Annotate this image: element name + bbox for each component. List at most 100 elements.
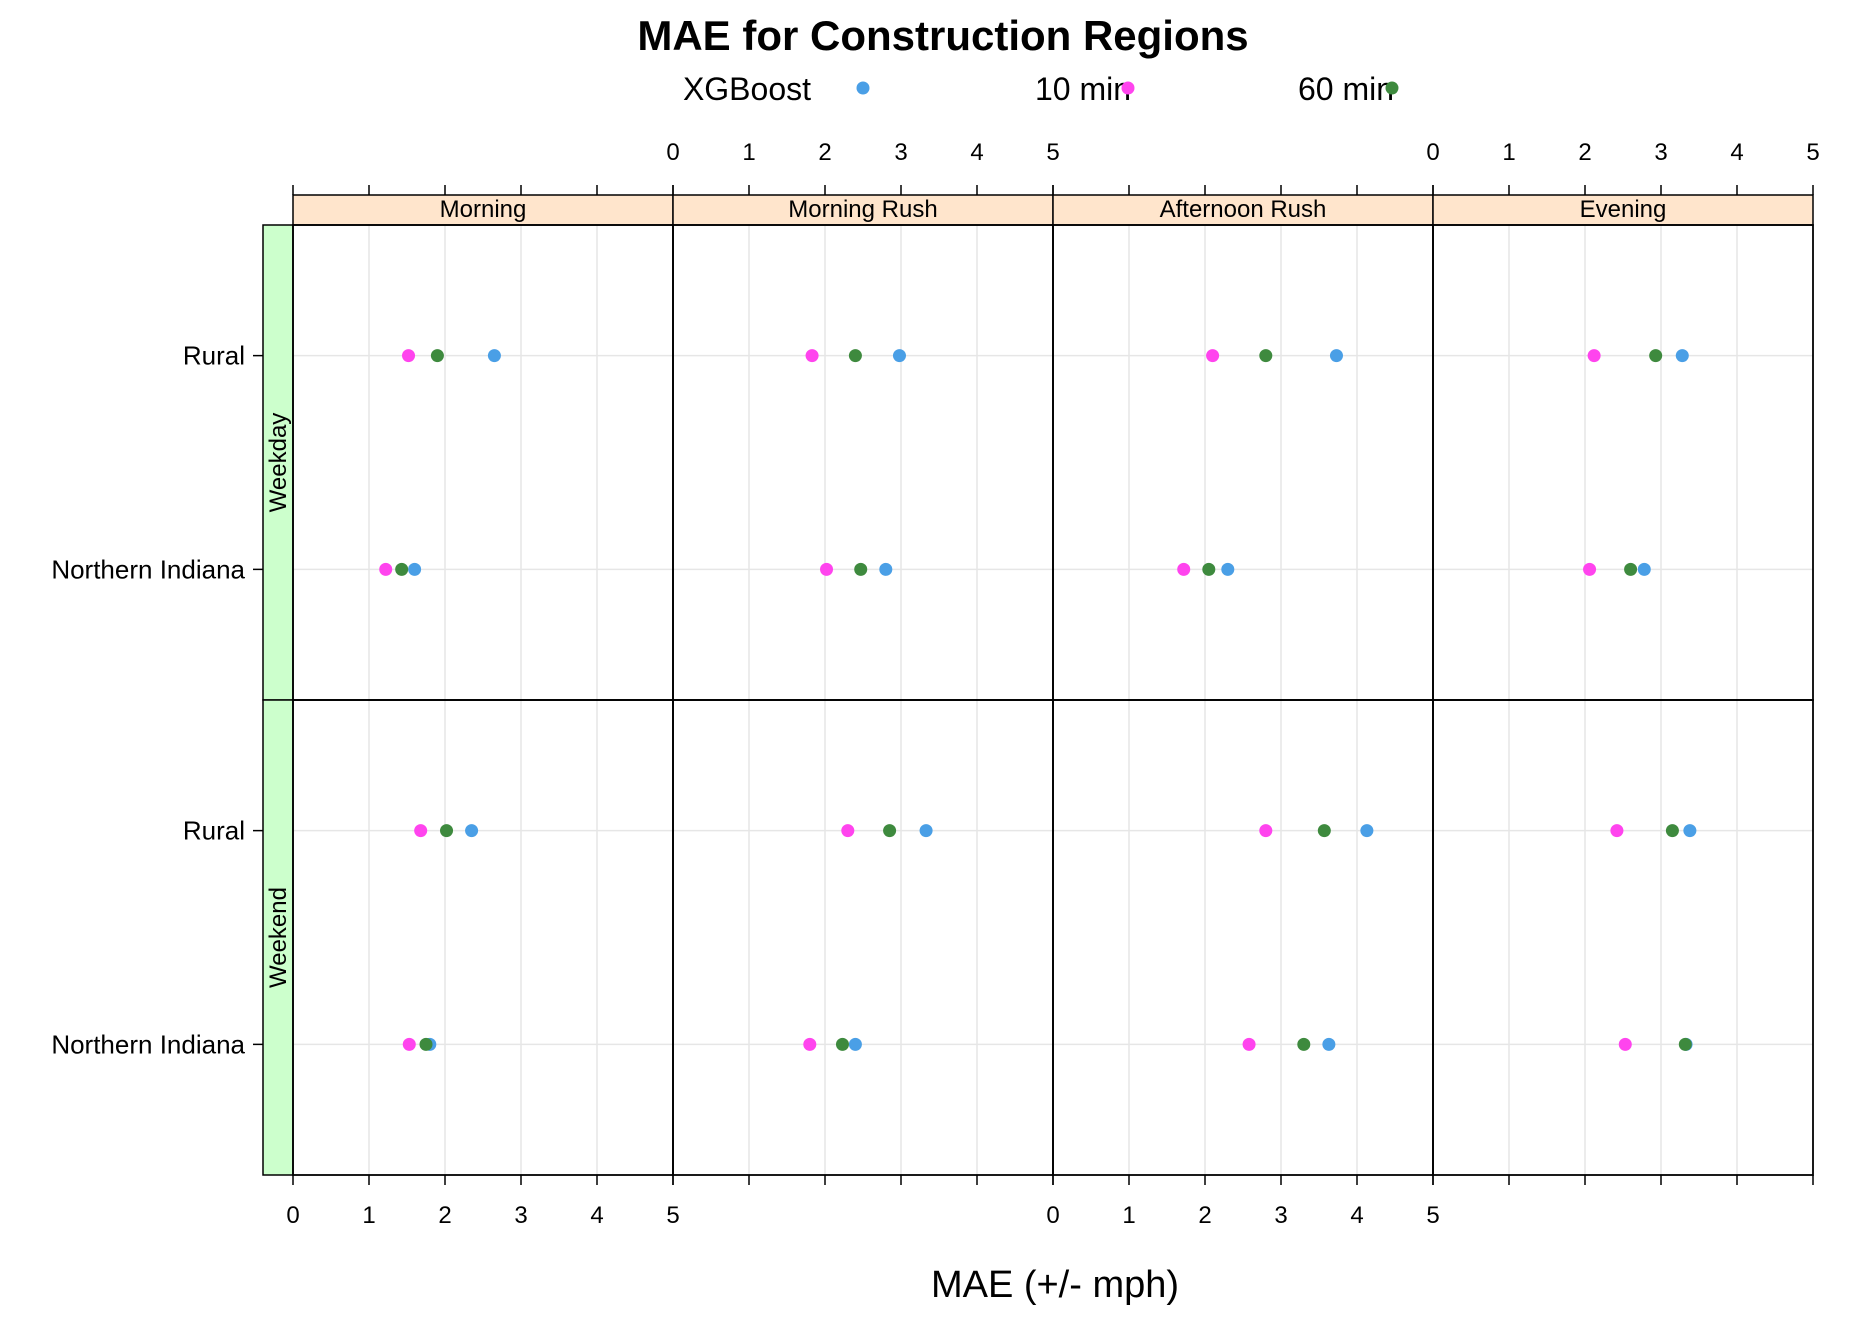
point-60-min-weekend-morning-northern-indiana [419, 1037, 433, 1051]
strip-label-morning: Morning [440, 196, 527, 223]
legend-marker-60-min [1385, 81, 1399, 95]
point-10-min-weekend-evening-rural [1610, 824, 1624, 838]
strip-morning [292, 194, 674, 226]
point-10-min-weekday-afternoon-rush-rural [1206, 349, 1220, 363]
point-xgboost-weekend-morning-rush-rural [919, 824, 933, 838]
x-tick-label-top: 1 [742, 139, 755, 166]
x-tick-label-top: 1 [1502, 139, 1515, 166]
point-xgboost-weekday-afternoon-rush-rural [1329, 349, 1343, 363]
point-60-min-weekend-evening-northern-indiana [1678, 1037, 1692, 1051]
point-10-min-weekend-afternoon-rush-northern-indiana [1242, 1037, 1256, 1051]
points-layer [379, 349, 1697, 1051]
strip-label-evening: Evening [1580, 196, 1667, 223]
category-label-northern-indiana: Northern Indiana [51, 1029, 245, 1059]
strip-label-weekday: Weekday [265, 413, 292, 513]
point-10-min-weekday-evening-rural [1587, 349, 1601, 363]
x-tick-label-bottom: 2 [438, 1202, 451, 1229]
point-10-min-weekend-morning-northern-indiana [402, 1037, 416, 1051]
point-xgboost-weekday-evening-northern-indiana [1637, 562, 1651, 576]
x-tick-label-bottom: 4 [1350, 1202, 1363, 1229]
point-60-min-weekday-evening-rural [1649, 349, 1663, 363]
point-xgboost-weekend-afternoon-rush-northern-indiana [1322, 1037, 1336, 1051]
x-tick-label-top: 4 [1730, 139, 1743, 166]
x-tick-label-top: 5 [1046, 139, 1059, 166]
point-60-min-weekend-morning-rush-northern-indiana [835, 1037, 849, 1051]
point-10-min-weekday-morning-northern-indiana [379, 562, 393, 576]
point-60-min-weekday-morning-rush-rural [848, 349, 862, 363]
point-xgboost-weekend-morning-rural [465, 824, 479, 838]
point-10-min-weekday-morning-rural [402, 349, 416, 363]
axes-layer: 0 1 2 3 4 5 0 1 2 3 4 5 0 1 2 3 4 5 0 1 2 3 4 5 [253, 139, 1820, 1229]
point-xgboost-weekday-evening-rural [1675, 349, 1689, 363]
point-xgboost-weekday-afternoon-rush-northern-indiana [1221, 562, 1235, 576]
point-10-min-weekday-afternoon-rush-northern-indiana [1177, 562, 1191, 576]
strip-weekend [262, 699, 294, 1176]
point-10-min-weekend-morning-rush-northern-indiana [803, 1037, 817, 1051]
point-60-min-weekend-evening-rural [1665, 824, 1679, 838]
strip-label-weekend: Weekend [265, 887, 292, 988]
point-xgboost-weekend-evening-rural [1683, 824, 1697, 838]
panel-frames [292, 224, 1814, 1176]
x-tick-label-bottom: 0 [1046, 1202, 1059, 1229]
point-60-min-weekday-evening-northern-indiana [1624, 562, 1638, 576]
panel-frame [1432, 699, 1814, 1176]
point-60-min-weekday-afternoon-rush-northern-indiana [1202, 562, 1216, 576]
category-label-northern-indiana: Northern Indiana [51, 554, 245, 584]
point-xgboost-weekend-afternoon-rush-rural [1360, 824, 1374, 838]
strip-layer: Morning Morning Rush Afternoon Rush Evening… [262, 194, 1814, 1176]
point-xgboost-weekday-morning-northern-indiana [408, 562, 422, 576]
chart-title: MAE for Construction Regions [637, 12, 1248, 59]
legend-label-60-min: 60 min [1298, 71, 1394, 107]
point-xgboost-weekday-morning-rural [487, 349, 501, 363]
x-tick-label-top: 3 [894, 139, 907, 166]
point-60-min-weekday-morning-northern-indiana [395, 562, 409, 576]
category-label-rural: Rural [183, 341, 245, 371]
x-tick-label-bottom: 3 [1274, 1202, 1287, 1229]
point-xgboost-weekday-morning-rush-northern-indiana [879, 562, 893, 576]
x-tick-label-top: 2 [818, 139, 831, 166]
x-tick-label-bottom: 2 [1198, 1202, 1211, 1229]
point-xgboost-weekend-morning-rush-northern-indiana [848, 1037, 862, 1051]
point-60-min-weekday-morning-rural [430, 349, 444, 363]
point-10-min-weekday-morning-rush-rural [805, 349, 819, 363]
x-axis-title: MAE (+/- mph) [931, 1264, 1179, 1306]
x-tick-label-top: 0 [1426, 139, 1439, 166]
x-tick-label-top: 0 [666, 139, 679, 166]
point-10-min-weekend-evening-northern-indiana [1618, 1037, 1632, 1051]
strip-afternoon-rush [1052, 194, 1434, 226]
x-tick-label-bottom: 0 [286, 1202, 299, 1229]
x-tick-label-top: 3 [1654, 139, 1667, 166]
point-60-min-weekend-afternoon-rush-northern-indiana [1297, 1037, 1311, 1051]
legend-label-10-min: 10 min [1035, 71, 1131, 107]
point-xgboost-weekday-morning-rush-rural [892, 349, 906, 363]
point-10-min-weekend-morning-rush-rural [841, 824, 855, 838]
strip-morning-rush [672, 194, 1054, 226]
x-tick-label-bottom: 5 [666, 1202, 679, 1229]
x-tick-label-top: 4 [970, 139, 983, 166]
point-10-min-weekday-morning-rush-northern-indiana [820, 562, 834, 576]
point-60-min-weekday-afternoon-rush-rural [1259, 349, 1273, 363]
legend-marker-xgboost [856, 81, 870, 95]
x-tick-label-bottom: 1 [1122, 1202, 1135, 1229]
point-10-min-weekend-afternoon-rush-rural [1259, 824, 1273, 838]
point-60-min-weekday-morning-rush-northern-indiana [854, 562, 868, 576]
strip-label-afternoon-rush: Afternoon Rush [1160, 196, 1327, 223]
category-label-rural: Rural [183, 816, 245, 846]
x-tick-label-bottom: 1 [362, 1202, 375, 1229]
x-tick-label-bottom: 3 [514, 1202, 527, 1229]
legend-marker-10-min [1121, 81, 1135, 95]
point-10-min-weekday-evening-northern-indiana [1583, 562, 1597, 576]
point-60-min-weekend-morning-rural [440, 824, 454, 838]
x-tick-label-bottom: 4 [590, 1202, 603, 1229]
x-tick-label-top: 2 [1578, 139, 1591, 166]
x-tick-label-bottom: 5 [1426, 1202, 1439, 1229]
strip-evening [1432, 194, 1814, 226]
grid-layer [293, 225, 1813, 1175]
category-labels: Rural Northern Indiana Rural Northern India… [51, 341, 245, 1060]
point-60-min-weekend-morning-rush-rural [883, 824, 897, 838]
legend-label-xgboost: XGBoost [683, 71, 811, 107]
point-60-min-weekend-afternoon-rush-rural [1317, 824, 1331, 838]
strip-label-morning-rush: Morning Rush [788, 196, 937, 223]
strip-weekday [262, 224, 294, 701]
